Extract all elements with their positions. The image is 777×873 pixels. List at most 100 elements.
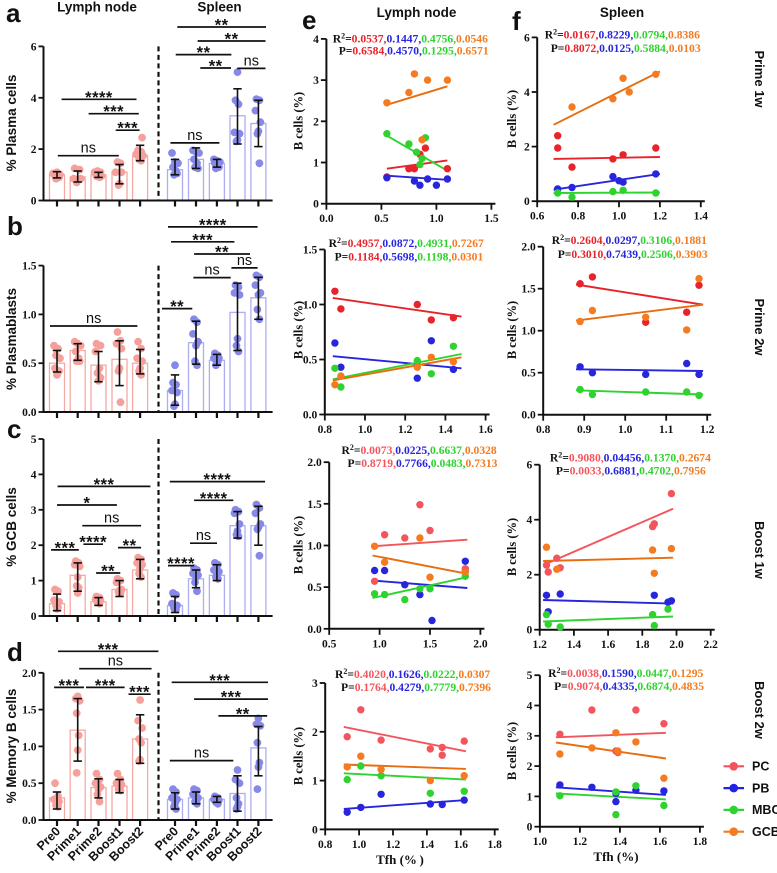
svg-text:****: ****	[200, 490, 228, 508]
svg-text:2: 2	[31, 144, 37, 156]
svg-text:Tfh (% ): Tfh (% )	[376, 852, 424, 867]
svg-text:2: 2	[527, 761, 533, 773]
svg-text:1.2: 1.2	[573, 836, 588, 848]
svg-text:***: ***	[94, 476, 115, 494]
svg-text:R2=0.0537,0.1447,0.4756,0.0546: R2=0.0537,0.1447,0.4756,0.0546	[333, 32, 488, 46]
svg-text:B cells (%): B cells (%)	[292, 301, 306, 359]
svg-text:0: 0	[31, 611, 37, 623]
svg-text:R2=0.2604,0.0297,0.3106,0.1881: R2=0.2604,0.0297,0.3106,0.1881	[552, 233, 707, 247]
svg-text:***: ***	[55, 539, 76, 557]
svg-text:5: 5	[527, 670, 533, 682]
svg-text:1.0: 1.0	[429, 213, 444, 225]
svg-text:Boost 2w: Boost 2w	[752, 681, 767, 740]
svg-text:0.5: 0.5	[307, 582, 322, 594]
svg-text:0: 0	[524, 196, 530, 208]
svg-text:0: 0	[527, 822, 533, 834]
svg-text:R2=0.0038,0.1590,0.0447,0.1295: R2=0.0038,0.1590,0.0447,0.1295	[548, 666, 703, 680]
svg-text:PC: PC	[752, 760, 769, 774]
svg-text:Lymph node: Lymph node	[377, 5, 457, 20]
svg-text:2: 2	[313, 116, 319, 128]
svg-text:0.8: 0.8	[318, 839, 333, 851]
svg-text:2.0: 2.0	[521, 242, 536, 254]
svg-text:****: ****	[199, 216, 227, 234]
svg-text:Spleen: Spleen	[600, 5, 644, 20]
svg-text:1.8: 1.8	[488, 839, 503, 851]
svg-text:1.5: 1.5	[22, 705, 37, 717]
svg-text:5: 5	[31, 434, 37, 446]
svg-text:2.0: 2.0	[307, 457, 322, 469]
svg-text:e: e	[302, 5, 316, 35]
svg-text:GCB: GCB	[752, 825, 777, 839]
svg-text:**: **	[236, 705, 250, 723]
svg-text:B cells (%): B cells (%)	[505, 301, 519, 359]
svg-text:1.2: 1.2	[533, 639, 548, 651]
svg-text:P=0.0033,0.6881,0.4702,0.7956: P=0.0033,0.6881,0.4702,0.7956	[556, 465, 706, 478]
svg-text:**: **	[101, 563, 115, 581]
svg-text:Prime 2w: Prime 2w	[752, 298, 767, 356]
svg-text:1.4: 1.4	[613, 836, 628, 848]
svg-text:1.4: 1.4	[567, 639, 582, 651]
svg-text:1.2: 1.2	[653, 211, 668, 223]
svg-text:2.2: 2.2	[704, 639, 719, 651]
svg-text:1.0: 1.0	[358, 424, 373, 436]
svg-text:2.0: 2.0	[669, 639, 684, 651]
svg-text:0.9: 0.9	[577, 424, 592, 436]
svg-text:0.0: 0.0	[303, 410, 318, 422]
svg-text:2.0: 2.0	[22, 668, 37, 680]
svg-text:R2=0.0073,0.0225,0.6637,0.0328: R2=0.0073,0.0225,0.6637,0.0328	[342, 443, 497, 457]
svg-text:1.0: 1.0	[303, 300, 318, 312]
svg-text:0: 0	[31, 196, 37, 208]
svg-text:*: *	[84, 495, 91, 513]
svg-text:2: 2	[312, 727, 318, 739]
svg-text:B cells (%): B cells (%)	[292, 727, 306, 785]
svg-text:0.6: 0.6	[530, 211, 545, 223]
svg-text:B cells (%): B cells (%)	[505, 90, 519, 148]
svg-text:0: 0	[312, 824, 318, 836]
svg-text:3: 3	[313, 75, 319, 87]
svg-text:1.0: 1.0	[22, 309, 37, 321]
svg-text:Spleen: Spleen	[197, 0, 241, 15]
svg-text:1: 1	[312, 776, 318, 788]
svg-text:2: 2	[31, 540, 37, 552]
svg-text:B cells (%): B cells (%)	[292, 516, 306, 574]
svg-text:Prime 1w: Prime 1w	[752, 50, 767, 108]
svg-text:***: ***	[59, 677, 80, 695]
svg-text:b: b	[7, 211, 23, 241]
svg-text:**: **	[209, 58, 223, 76]
svg-text:1.5: 1.5	[307, 499, 322, 511]
svg-text:1.6: 1.6	[478, 424, 493, 436]
svg-text:P=0.1184,0.5698,0.1198,0.0301: P=0.1184,0.5698,0.1198,0.0301	[335, 251, 484, 264]
svg-text:1.8: 1.8	[635, 639, 650, 651]
svg-text:***: ***	[98, 641, 119, 659]
svg-text:1.6: 1.6	[454, 839, 469, 851]
svg-text:1.8: 1.8	[693, 836, 708, 848]
svg-text:1.4: 1.4	[694, 211, 709, 223]
svg-text:ns: ns	[86, 311, 101, 327]
svg-text:Lymph node: Lymph node	[57, 0, 137, 15]
svg-text:f: f	[512, 6, 521, 36]
svg-text:2: 2	[526, 570, 532, 582]
svg-text:0.5: 0.5	[303, 355, 318, 367]
svg-text:Boost 1w: Boost 1w	[752, 521, 767, 580]
svg-text:P=0.8719,0.7766,0.0483,0.7313: P=0.8719,0.7766,0.0483,0.7313	[348, 457, 498, 470]
svg-text:4: 4	[31, 469, 37, 481]
svg-text:d: d	[7, 637, 23, 667]
svg-text:ns: ns	[81, 141, 96, 157]
svg-text:****: ****	[85, 89, 113, 107]
svg-text:0.0: 0.0	[307, 624, 322, 636]
svg-text:2.0: 2.0	[473, 638, 488, 650]
svg-text:***: ***	[95, 677, 116, 695]
svg-text:**: **	[170, 298, 184, 316]
svg-text:1.6: 1.6	[601, 639, 616, 651]
svg-text:**: **	[225, 31, 239, 49]
svg-text:P=0.9074,0.4335,0.6874,0.4835: P=0.9074,0.4335,0.6874,0.4835	[554, 680, 704, 693]
svg-text:**: **	[197, 44, 211, 62]
svg-text:***: ***	[209, 672, 230, 690]
svg-text:1.1: 1.1	[659, 424, 674, 436]
svg-text:0.0: 0.0	[22, 407, 37, 419]
svg-text:B cells (%): B cells (%)	[505, 518, 519, 576]
svg-text:0.5: 0.5	[22, 358, 37, 370]
svg-text:4: 4	[526, 515, 532, 527]
svg-text:***: ***	[192, 231, 213, 249]
svg-text:1.5: 1.5	[303, 245, 318, 257]
